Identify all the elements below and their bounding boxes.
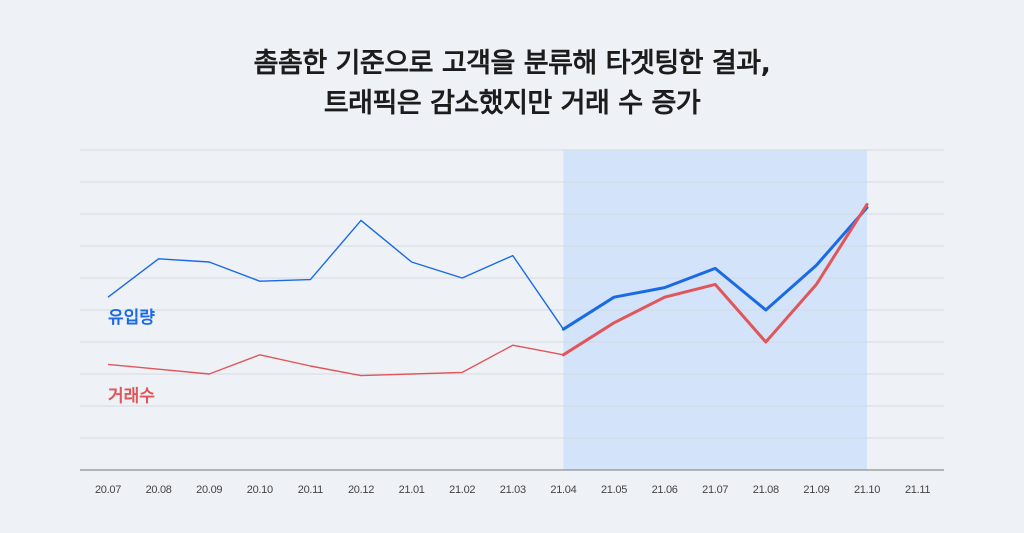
series-label-2: 거래수: [108, 386, 155, 406]
x-tick-label: 21.04: [550, 484, 576, 496]
x-tick-label: 20.12: [348, 484, 374, 496]
x-tick-label: 21.07: [702, 484, 728, 496]
series-line-1-before: [107, 219, 564, 330]
x-tick-label: 20.11: [298, 484, 323, 496]
chart-title: 촘촘한 기준으로 고객을 분류해 타겟팅한 결과, 트래픽은 감소했지만 거래 …: [0, 44, 1024, 124]
x-tick-label: 21.11: [905, 484, 930, 496]
series-line-2-highlight: [561, 202, 869, 357]
x-tick-label: 21.10: [854, 484, 880, 496]
series-line-1-highlight: [561, 206, 869, 331]
x-tick-label: 21.08: [753, 484, 779, 496]
x-tick-label: 20.08: [146, 484, 172, 496]
x-tick-label: 21.09: [803, 484, 829, 496]
x-tick-label: 20.10: [247, 484, 273, 496]
x-tick-label: 20.09: [196, 484, 222, 496]
series-line-2-before: [107, 344, 564, 377]
chart-title-line1: 촘촘한 기준으로 고객을 분류해 타겟팅한 결과,: [253, 48, 771, 79]
x-tick-label: 21.01: [399, 484, 425, 496]
x-tick-label: 21.06: [652, 484, 678, 496]
x-tick-label: 21.03: [500, 484, 526, 496]
x-tick-label: 20.07: [95, 484, 121, 496]
x-tick-label: 21.02: [449, 484, 475, 496]
chart-title-line2: 트래픽은 감소했지만 거래 수 증가: [323, 88, 701, 119]
series-label-1: 유입량: [108, 308, 155, 328]
x-tick-label: 21.05: [601, 484, 627, 496]
